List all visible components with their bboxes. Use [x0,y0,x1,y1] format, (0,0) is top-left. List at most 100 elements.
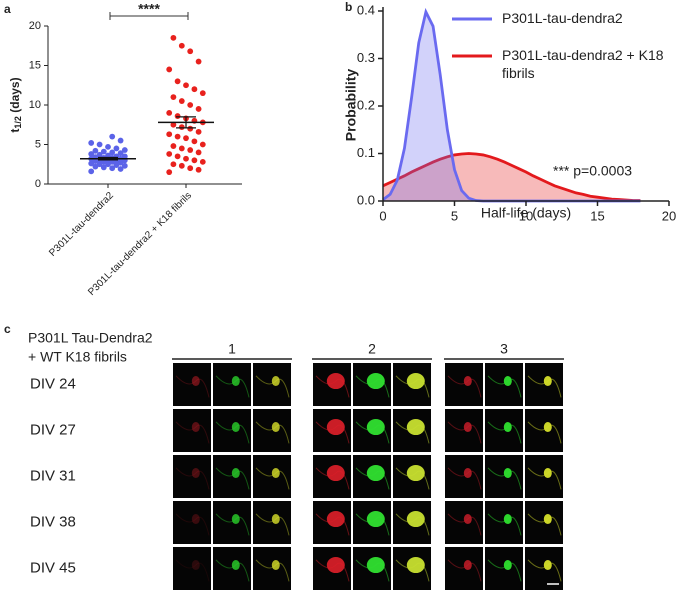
area [383,153,641,201]
neurite [447,375,482,398]
data-point [187,125,194,132]
neurite [215,375,250,398]
y-tick-label: 5 [35,138,41,150]
cell-signal [326,557,345,574]
cell-signal [406,373,425,390]
data-point [96,141,103,148]
cell-signal [271,560,280,571]
data-point [199,141,206,148]
micrograph [253,501,291,544]
data-point [178,145,185,152]
x-tick-label: 0 [379,208,386,223]
neurite [527,559,562,582]
cell-signal [406,419,425,436]
neurite [487,467,522,490]
legend-item: P301L-tau-dendra2 [502,10,623,26]
data-point [183,135,189,142]
y-label-main: t [8,129,22,133]
data-point [178,124,185,131]
micrograph [213,547,251,590]
neurite [315,375,350,398]
y-tick-label: 0.3 [357,50,375,65]
neurite [447,421,482,444]
line [382,152,641,202]
micrograph [173,409,211,452]
data-point [117,150,124,157]
micrograph [253,455,291,498]
neurite [355,421,390,444]
micrograph [485,455,523,498]
cell-signal [463,468,472,479]
neurite [315,421,350,444]
y-tick-label: 15 [29,59,41,71]
data-point [113,145,120,152]
data-point [183,155,189,162]
neurite [355,467,390,490]
micrograph [525,409,563,452]
data-point [178,162,185,169]
cell-signal [366,557,385,574]
cell-signal [503,560,512,571]
micrograph [213,501,251,544]
neurite [215,467,250,490]
micrograph [445,363,483,406]
micrograph [525,501,563,544]
data-point [88,140,95,146]
row-label: DIV 38 [30,513,76,530]
cell-signal [191,514,200,525]
neurite [255,513,290,536]
data-point [109,149,116,156]
data-point [166,66,173,73]
cell-signal [191,422,200,433]
cell-signal [463,376,472,387]
neurite [447,559,482,582]
micrograph [253,547,291,590]
legend-item: P301L-tau-dendra2 + K18 fibrils [502,47,664,81]
panel-label: a [4,2,11,16]
data-point [174,133,181,140]
micrograph [485,363,523,406]
cell-signal [231,560,240,571]
neurite [175,467,210,490]
cell-signal [271,514,280,525]
cell-signal [366,465,385,482]
micrograph [213,455,251,498]
data-point [187,48,194,55]
y-label-sub: 1/2 [13,116,23,129]
data-point [187,147,194,153]
data-point [170,161,177,168]
x-tick-label: 10 [519,208,533,223]
data-point [170,143,177,149]
cell-signal [271,376,280,387]
neurite [447,513,482,536]
data-point [187,102,194,108]
significance-label: **** [138,1,160,17]
cell-signal [463,514,472,525]
neurite [315,513,350,536]
cell-signal [406,511,425,528]
cell-signal [463,560,472,571]
group-label: 1 [228,341,236,357]
cell-signal [543,422,552,433]
neurite [487,559,522,582]
data-point [121,147,128,153]
neurite [175,513,210,536]
neurite [487,513,522,536]
x-tick-label: 5 [451,208,458,223]
panel-title: + WT K18 fibrils [28,349,127,365]
neurite [527,375,562,398]
neurite [255,375,290,398]
neurite [395,421,430,444]
row-label: DIV 45 [30,559,76,576]
neurite [315,559,350,582]
y-tick-label: 0.4 [357,2,375,17]
y-label-suffix: (days) [8,77,22,116]
cell-signal [231,514,240,525]
neurite [215,421,250,444]
row-label: DIV 27 [30,421,76,438]
data-point [117,166,124,172]
neurite [255,559,290,582]
x-tick-label: 20 [662,208,676,223]
y-tick-label: 0.1 [357,145,375,160]
